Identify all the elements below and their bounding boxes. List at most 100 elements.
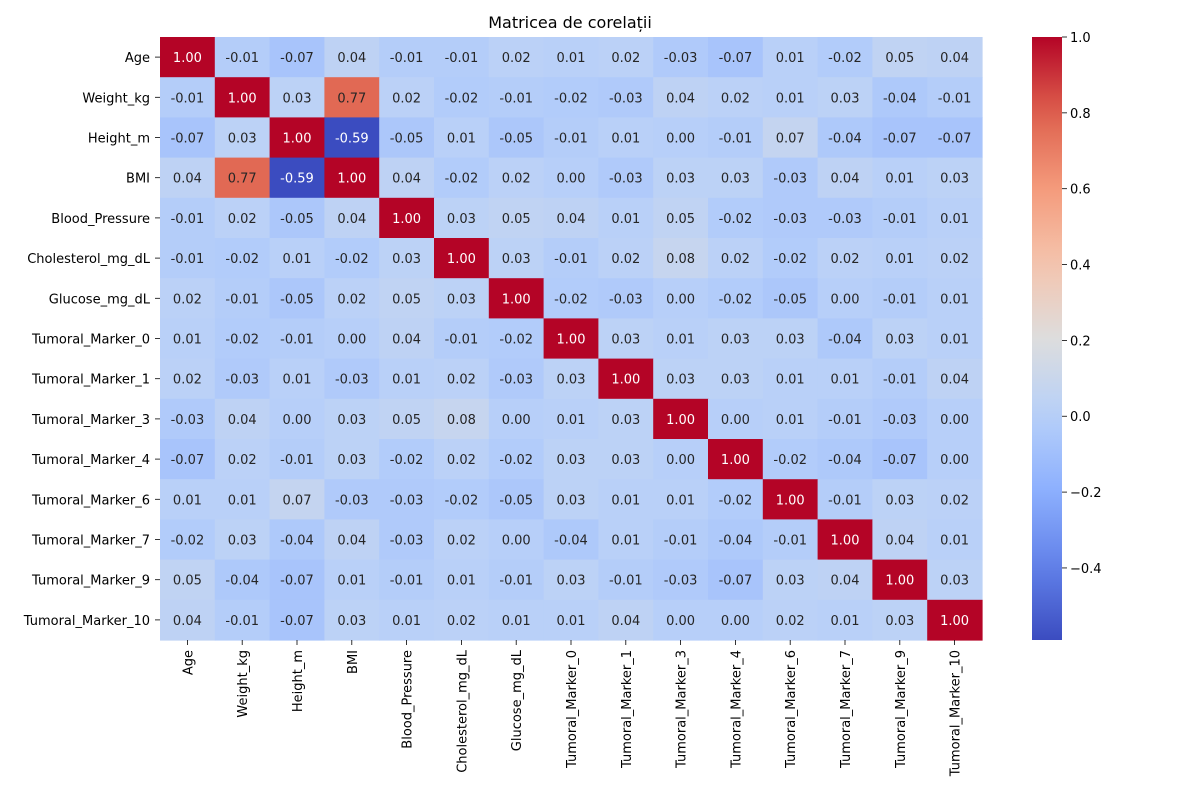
cell-value-label: -0.03 [828,212,862,227]
cell-value-label: 0.03 [940,574,969,589]
heatmap-cell [379,157,435,199]
heatmap-cell [872,398,928,440]
cell-value-label: -0.01 [280,333,314,348]
heatmap-cell [543,318,599,360]
heatmap-cell [543,157,599,199]
cell-value-label: 0.01 [776,413,805,428]
cell-value-label: 0.03 [885,493,914,508]
heatmap-cell [379,439,435,480]
cell-value-label: 0.03 [557,493,586,508]
cell-value-label: 0.02 [611,51,640,66]
heatmap-cell [927,318,983,360]
cell-value-label: -0.07 [883,132,917,147]
cell-value-label: -0.02 [719,292,753,307]
heatmap-cell [927,519,983,561]
heatmap-cell [214,599,271,641]
cell-value-label: -0.01 [225,292,259,307]
heatmap-cell [434,398,490,440]
heatmap-cell [653,479,709,520]
cell-value-label: -0.01 [499,91,533,106]
cell-value-label: -0.02 [335,252,369,267]
heatmap-cell [543,238,599,279]
heatmap-cell [872,157,928,199]
cell-value-label: 0.04 [831,574,860,589]
heatmap-cell [324,77,380,118]
heatmap-cell [762,358,819,400]
heatmap-cell [598,559,654,601]
cell-value-label: 0.03 [611,453,640,468]
heatmap-cell [379,238,435,279]
row-tick-label: Tumoral_Marker_3 [31,413,150,428]
heatmap-cell [817,358,873,400]
heatmap-cell [543,398,599,440]
heatmap-cell [872,519,928,561]
heatmap-cell [872,77,928,118]
cell-value-label: -0.01 [390,51,424,66]
cell-value-label: 0.04 [666,91,695,106]
cell-value-label: -0.01 [445,333,479,348]
cell-value-label: 0.01 [831,373,860,388]
row-tick-label: Tumoral_Marker_6 [31,493,150,508]
column-tick-label: Age [181,650,196,675]
heatmap-cell [324,318,380,360]
cell-value-label: 1.00 [173,51,202,66]
heatmap-cell [762,318,819,360]
heatmap-cell [324,599,380,641]
cell-value-label: 0.01 [940,333,969,348]
heatmap-cell [543,439,599,480]
cell-value-label: -0.03 [171,413,205,428]
row-tick-label: Tumoral_Marker_0 [31,333,150,348]
heatmap-cell [872,318,928,360]
cell-value-label: -0.05 [280,292,314,307]
cell-value-label: 0.02 [228,212,257,227]
heatmap-cell [214,117,271,159]
cell-value-label: 0.02 [173,373,202,388]
heatmap-cell [269,318,325,360]
heatmap-cell [160,519,216,561]
heatmap-cell [653,157,709,199]
cell-value-label: -0.01 [883,292,917,307]
cell-value-label: -0.59 [335,132,369,147]
cell-value-label: 0.00 [831,292,860,307]
column-tick-label: Tumoral_Marker_4 [729,650,744,769]
cell-value-label: -0.02 [445,493,479,508]
heatmap-cell [488,157,545,199]
heatmap-cell [543,479,599,520]
cell-value-label: 0.03 [228,132,257,147]
cell-value-label: -0.01 [171,91,205,106]
cell-value-label: -0.03 [335,373,369,388]
heatmap-cell [160,117,216,159]
heatmap-cell [762,479,819,520]
heatmap-cell [324,278,380,319]
heatmap-cell [543,117,599,159]
column-tick-label: Blood_Pressure [401,650,416,749]
cell-value-label: 0.02 [940,493,969,508]
heatmap-cell [269,358,325,400]
heatmap-cell [434,599,490,641]
heatmap-cell [762,398,819,440]
cell-value-label: 1.00 [557,333,586,348]
heatmap-cell [817,559,873,601]
cell-value-label: -0.07 [938,132,972,147]
heatmap-cell [762,599,819,641]
cell-value-label: 1.00 [447,252,476,267]
cell-value-label: -0.01 [499,574,533,589]
cell-value-label: 0.05 [392,413,421,428]
heatmap-cell [598,358,654,400]
heatmap-cell [324,358,380,400]
cell-value-label: 0.05 [666,212,695,227]
row-tick-label: Age [125,51,150,66]
heatmap-cell [379,398,435,440]
heatmap-cell [872,439,928,480]
cell-value-label: 0.01 [557,413,586,428]
heatmap-cell [379,117,435,159]
cell-value-label: -0.02 [828,51,862,66]
heatmap-cell [214,278,271,319]
column-tick-label: Tumoral_Marker_3 [675,650,690,769]
heatmap-cell [872,278,928,319]
cell-value-label: -0.01 [664,534,698,549]
cell-value-label: 0.01 [831,614,860,629]
cell-value-label: 0.00 [502,413,531,428]
cell-value-label: 1.00 [940,614,969,629]
heatmap-cell [160,559,216,601]
